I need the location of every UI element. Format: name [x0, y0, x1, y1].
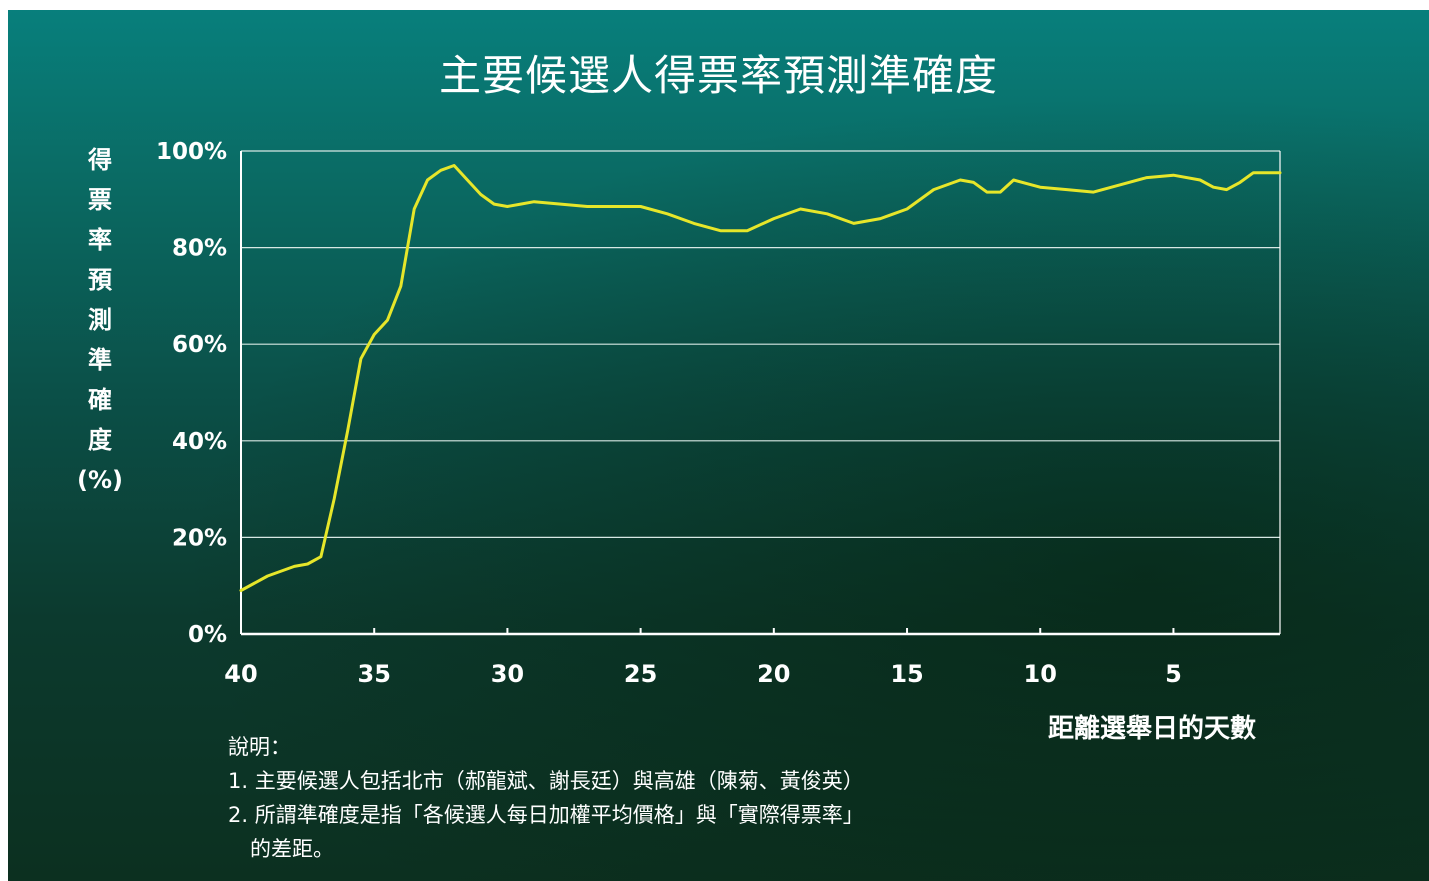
y-axis-label-char: 測 [88, 306, 112, 334]
notes-line-1: 1. 主要候選人包括北市（郝龍斌、謝長廷）與高雄（陳菊、黃俊英） [228, 769, 864, 793]
line-chart: 0% 20% 40% 60% 80% 100% 40 35 30 25 20 15 10 5 [156, 139, 1282, 688]
y-axis-label-char: 預 [88, 266, 112, 294]
x-tick-label: 10 [1024, 660, 1057, 688]
x-tick-label: 5 [1165, 660, 1182, 688]
x-tick-label: 35 [358, 660, 391, 688]
x-axis-label: 距離選舉日的天數 [1048, 714, 1257, 744]
notes-line-2: 2. 所謂準確度是指「各候選人每日加權平均價格」與「實際得票率」 [228, 803, 864, 827]
notes-block: 說明： 1. 主要候選人包括北市（郝龍斌、謝長廷）與高雄（陳菊、黃俊英） 2. … [228, 730, 864, 866]
y-tick-label: 20% [172, 525, 227, 551]
x-tick-label: 20 [757, 660, 790, 688]
series-line [239, 164, 1282, 592]
y-tick-label: 100% [156, 139, 227, 165]
x-tick-label: 25 [624, 660, 657, 688]
x-tick-label: 15 [890, 660, 923, 688]
notes-heading: 說明： [228, 735, 291, 759]
y-tick-label: 80% [172, 236, 227, 262]
chart-title: 主要候選人得票率預測準確度 [438, 51, 998, 100]
x-tick-label: 40 [224, 660, 257, 688]
y-axis-label-char: 度 [88, 426, 112, 454]
y-axis-label-char: (%) [77, 466, 123, 494]
y-tick-label: 40% [172, 429, 227, 455]
notes-line-3: 的差距。 [250, 837, 334, 861]
y-axis-label-char: 確 [88, 386, 112, 414]
y-axis-label-char: 準 [88, 346, 112, 374]
y-axis-label-char: 得 [88, 146, 112, 174]
y-axis-label-char: 率 [88, 226, 112, 254]
y-tick-label: 60% [172, 332, 227, 358]
y-axis-label: 得票率預測準確度 (%) [74, 140, 126, 500]
x-tick-label: 30 [491, 660, 524, 688]
y-tick-label: 0% [188, 622, 227, 648]
y-axis-label-char: 票 [88, 186, 112, 214]
slide-background: 主要候選人得票率預測準確度 得票率預測準確度 (%) 0% 20% 40% 60% 80%… [8, 10, 1429, 881]
